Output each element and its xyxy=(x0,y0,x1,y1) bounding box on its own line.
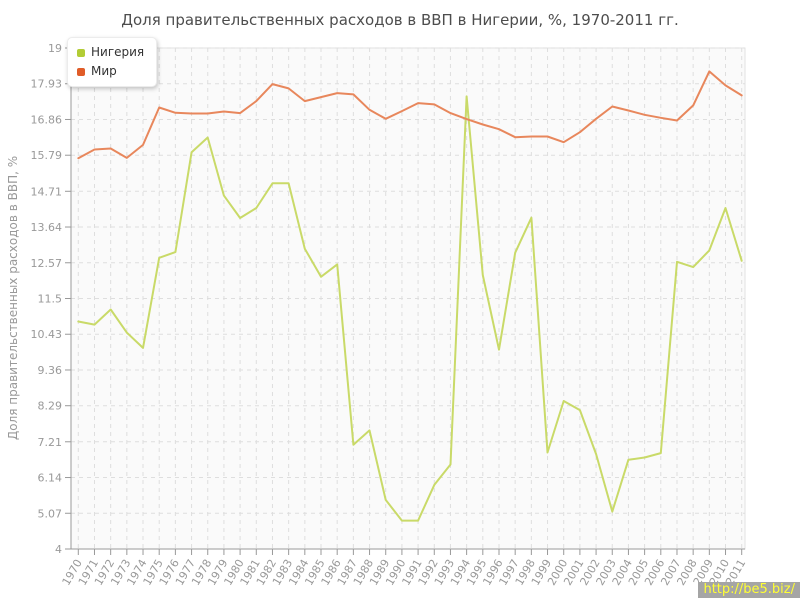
nigeria-series-swatch xyxy=(77,48,85,57)
y-tick-label: 9.36 xyxy=(38,364,63,377)
legend-item-world[interactable]: Мир xyxy=(77,62,144,81)
watermark-link[interactable]: http://be5.biz/ xyxy=(698,582,800,598)
y-tick-label: 8.29 xyxy=(38,400,63,413)
y-tick-label: 10.43 xyxy=(31,328,63,341)
world-series-line xyxy=(77,70,743,160)
y-tick-label: 16.86 xyxy=(31,113,63,126)
y-tick-label: 17.93 xyxy=(31,78,63,91)
nigeria-series-line xyxy=(77,95,743,522)
y-tick-label: 7.21 xyxy=(38,436,63,449)
y-tick-label: 4 xyxy=(55,543,62,556)
nigeria-series-label: Нигерия xyxy=(91,45,145,59)
legend-item-nigeria[interactable]: Нигерия xyxy=(77,43,144,62)
y-tick-label: 15.79 xyxy=(31,149,63,162)
y-tick-label: 14.71 xyxy=(31,185,63,198)
chart-title: Доля правительственных расходов в ВВП в … xyxy=(121,11,679,29)
y-tick-label: 13.64 xyxy=(31,221,63,234)
y-axis-title: Доля правительственных расходов в ВВП, % xyxy=(6,156,20,440)
legend: Нигерия Мир xyxy=(67,37,158,87)
y-tick-label: 19 xyxy=(48,42,62,55)
world-series-label: Мир xyxy=(91,64,117,78)
y-tick-label: 12.57 xyxy=(31,257,63,270)
y-tick-label: 11.5 xyxy=(38,293,63,306)
y-tick-label: 6.14 xyxy=(38,472,63,485)
y-tick-label: 5.07 xyxy=(38,507,63,520)
world-series-swatch xyxy=(77,67,85,76)
